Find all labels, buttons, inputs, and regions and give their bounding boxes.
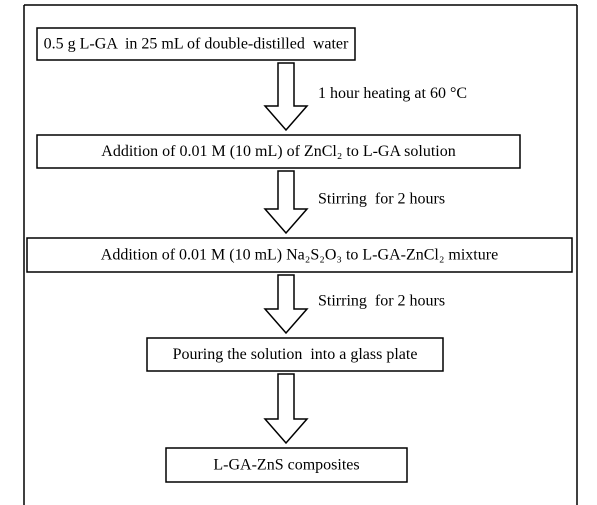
process-box: [146, 337, 444, 372]
arrow: [263, 170, 309, 235]
process-label: L-GA-ZnS composites: [213, 457, 359, 474]
arrow-label: Stirring for 2 hours: [318, 191, 445, 208]
process-box: [36, 27, 356, 61]
arrow: [263, 373, 309, 445]
arrow-label: Stirring for 2 hours: [318, 293, 445, 310]
arrow-label: 1 hour heating at 60 °C: [318, 85, 467, 102]
process-label: Addition of 0.01 M (10 mL) Na₂S₂O₃ to L-…: [101, 247, 498, 264]
process-box: [36, 134, 521, 169]
process-label: Addition of 0.01 M (10 mL) of ZnCl₂ to L…: [101, 143, 455, 160]
process-label: 0.5 g L-GA in 25 mL of double-distilled …: [44, 36, 349, 53]
arrow: [263, 62, 309, 132]
process-label: Pouring the solution into a glass plate: [173, 346, 418, 363]
process-box: [165, 447, 408, 483]
process-box: [26, 237, 573, 273]
arrow: [263, 274, 309, 335]
